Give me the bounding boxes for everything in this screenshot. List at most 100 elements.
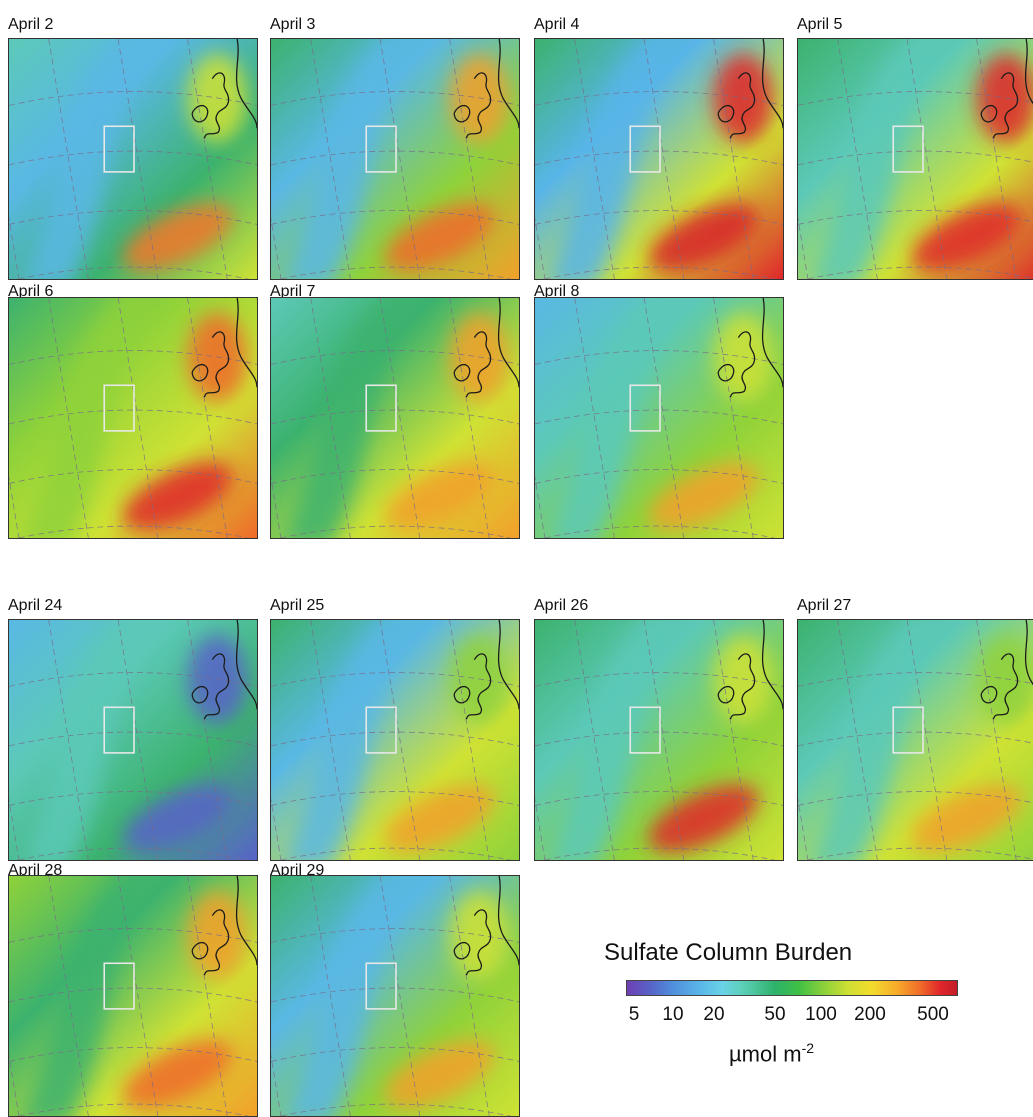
study-region-box [629, 706, 661, 754]
plume-band [811, 620, 949, 860]
study-region-box [629, 125, 661, 173]
colorbar-tick-label: 50 [764, 1004, 786, 1025]
unit-exponent: -2 [801, 1040, 815, 1056]
sulfate-map-apr7 [270, 297, 520, 539]
plume-band [22, 620, 160, 860]
coastline [717, 620, 783, 720]
plume-band [22, 39, 160, 279]
colorbar-tick-label: 5 [628, 1004, 640, 1025]
high-burden-patch [122, 1040, 233, 1109]
colorbar [626, 980, 958, 996]
study-region-box [103, 384, 135, 432]
study-region-box [365, 962, 397, 1010]
sulfate-map-apr27 [797, 619, 1033, 861]
high-burden-patch [384, 203, 495, 272]
unit-label: µmol m-2 [729, 1040, 814, 1067]
study-region-box [892, 125, 924, 173]
panel-title-apr2: April 2 [8, 16, 54, 33]
study-region-box [365, 384, 397, 432]
unit-prefix: µmol m [729, 1041, 802, 1067]
graticule [798, 39, 1033, 279]
coastline [191, 298, 257, 398]
sulfate-map-apr4 [534, 38, 784, 280]
graticule [271, 620, 519, 860]
high-burden-patch [384, 784, 495, 853]
panel-title-apr24: April 24 [8, 597, 63, 614]
study-region-box [365, 706, 397, 754]
high-burden-patch [384, 1040, 495, 1109]
panel-title-apr5: April 5 [797, 16, 843, 33]
coastline [980, 620, 1033, 720]
coastline [980, 39, 1033, 139]
graticule [535, 620, 783, 860]
sulfate-map-apr8 [534, 297, 784, 539]
coastline [453, 876, 519, 976]
plume-band [284, 39, 422, 279]
coastline [191, 876, 257, 976]
plume-band [811, 39, 949, 279]
sulfate-map-apr25 [270, 619, 520, 861]
panel-title-apr25: April 25 [270, 597, 325, 614]
panel-title-apr26: April 26 [534, 597, 589, 614]
sulfate-map-apr2 [8, 38, 258, 280]
graticule [9, 298, 257, 538]
plume-patch [449, 312, 510, 403]
colorbar-tick-label: 100 [805, 1004, 837, 1025]
study-region-box [103, 125, 135, 173]
high-burden-patch [911, 784, 1022, 853]
study-region-box [629, 384, 661, 432]
sulfate-map-apr5 [797, 38, 1033, 280]
high-burden-patch [648, 203, 759, 272]
sulfate-map-apr24 [8, 619, 258, 861]
coastline [717, 298, 783, 398]
sulfate-map-apr28 [8, 875, 258, 1117]
graticule [271, 39, 519, 279]
graticule [9, 620, 257, 860]
high-burden-patch [384, 462, 495, 531]
coastline [453, 39, 519, 139]
plume-patch [187, 53, 248, 144]
study-region-box [892, 706, 924, 754]
graticule [271, 876, 519, 1116]
graticule [798, 620, 1033, 860]
sulfate-map-apr3 [270, 38, 520, 280]
panel-title-apr6: April 6 [8, 283, 54, 300]
coastline [453, 298, 519, 398]
study-region-box [103, 706, 135, 754]
plume-patch [449, 53, 510, 144]
plume-patch [713, 312, 774, 403]
coastline [191, 39, 257, 139]
coastline [191, 620, 257, 720]
plume-band [284, 620, 422, 860]
graticule [9, 876, 257, 1116]
graticule [535, 298, 783, 538]
graticule [535, 39, 783, 279]
panel-title-apr27: April 27 [797, 597, 852, 614]
plume-band [548, 298, 686, 538]
high-burden-patch [648, 462, 759, 531]
plume-patch [187, 634, 248, 725]
study-region-box [103, 962, 135, 1010]
high-burden-patch [122, 462, 233, 531]
plume-patch [713, 634, 774, 725]
panel-title-apr4: April 4 [534, 16, 580, 33]
graticule [271, 298, 519, 538]
graticule [9, 39, 257, 279]
high-burden-patch [122, 203, 233, 272]
legend-title: Sulfate Column Burden [604, 939, 853, 966]
plume-patch [187, 890, 248, 981]
sulfate-map-apr29 [270, 875, 520, 1117]
plume-patch [449, 890, 510, 981]
panel-title-apr3: April 3 [270, 16, 316, 33]
colorbar-tick-label: 20 [703, 1004, 725, 1025]
colorbar-tick-label: 200 [854, 1004, 886, 1025]
panel-title-apr8: April 8 [534, 283, 580, 300]
plume-patch [713, 53, 774, 144]
plume-band [22, 298, 160, 538]
sulfate-map-apr6 [8, 297, 258, 539]
coastline [717, 39, 783, 139]
colorbar-tick-label: 10 [662, 1004, 684, 1025]
plume-band [284, 298, 422, 538]
plume-band [548, 39, 686, 279]
colorbar-tick-label: 500 [917, 1004, 949, 1025]
